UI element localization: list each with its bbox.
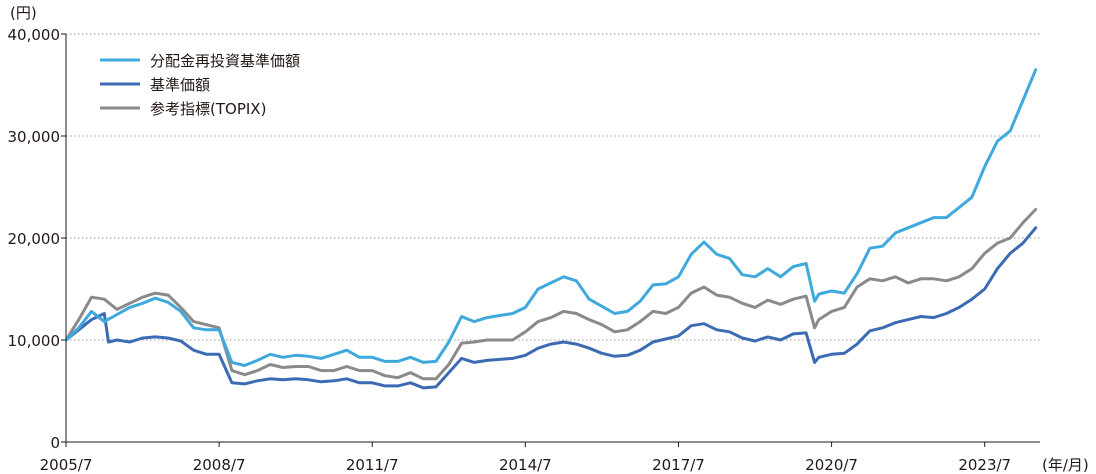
y-tick-label: 40,000: [8, 26, 61, 44]
x-tick-label: 2011/7: [346, 456, 399, 474]
y-unit-label: (円): [10, 4, 37, 22]
x-tick-label: 2005/7: [40, 456, 93, 474]
y-axis-ticks: 0 10,000 20,000 30,000 40,000: [8, 26, 66, 452]
series-line-topix: [64, 207, 1038, 381]
series-line-nav: [64, 226, 1038, 390]
x-tick-label: 2014/7: [499, 456, 552, 474]
legend-label: 分配金再投資基準価額: [150, 52, 300, 70]
gridlines: [66, 33, 1040, 341]
x-tick-label: 2008/7: [193, 456, 246, 474]
y-tick-label: 30,000: [8, 128, 61, 146]
x-tick-label: 2017/7: [652, 456, 705, 474]
legend-label: 基準価額: [150, 76, 210, 94]
legend-label: 参考指標(TOPIX): [150, 100, 266, 118]
x-tick-label: 2023/7: [958, 456, 1011, 474]
y-tick-label: 10,000: [8, 332, 61, 350]
y-tick-label: 0: [50, 434, 60, 452]
series-lines: [64, 68, 1038, 390]
y-tick-label: 20,000: [8, 230, 61, 248]
x-tick-label: 2020/7: [805, 456, 858, 474]
series-line-reinvested: [64, 68, 1038, 367]
x-axis-ticks: 2005/7 2008/7 2011/7 2014/7 2017/7 2020/7 2023…: [40, 442, 1011, 474]
x-unit-label: (年/月): [1042, 456, 1089, 474]
